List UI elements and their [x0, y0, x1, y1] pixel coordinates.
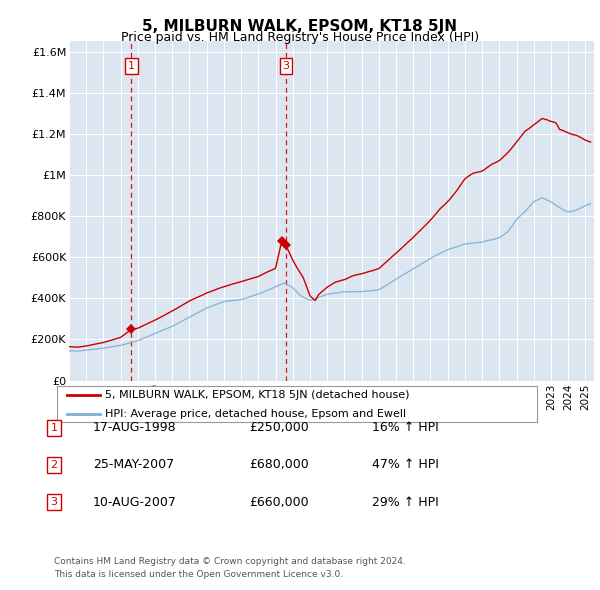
Text: Contains HM Land Registry data © Crown copyright and database right 2024.: Contains HM Land Registry data © Crown c…: [54, 558, 406, 566]
Text: 29% ↑ HPI: 29% ↑ HPI: [372, 496, 439, 509]
Text: 3: 3: [283, 61, 290, 71]
Text: 1: 1: [128, 61, 135, 71]
Text: Price paid vs. HM Land Registry's House Price Index (HPI): Price paid vs. HM Land Registry's House …: [121, 31, 479, 44]
Text: 5, MILBURN WALK, EPSOM, KT18 5JN (detached house): 5, MILBURN WALK, EPSOM, KT18 5JN (detach…: [105, 391, 409, 400]
Text: 25-MAY-2007: 25-MAY-2007: [93, 458, 174, 471]
Text: 17-AUG-1998: 17-AUG-1998: [93, 421, 176, 434]
Text: £250,000: £250,000: [249, 421, 309, 434]
Text: This data is licensed under the Open Government Licence v3.0.: This data is licensed under the Open Gov…: [54, 571, 343, 579]
Text: 16% ↑ HPI: 16% ↑ HPI: [372, 421, 439, 434]
Text: 5, MILBURN WALK, EPSOM, KT18 5JN: 5, MILBURN WALK, EPSOM, KT18 5JN: [143, 19, 458, 34]
Text: £660,000: £660,000: [249, 496, 308, 509]
Text: 1: 1: [50, 423, 58, 432]
Text: £680,000: £680,000: [249, 458, 309, 471]
Text: 47% ↑ HPI: 47% ↑ HPI: [372, 458, 439, 471]
Text: 2: 2: [50, 460, 58, 470]
Text: 3: 3: [50, 497, 58, 507]
Text: 10-AUG-2007: 10-AUG-2007: [93, 496, 177, 509]
Text: HPI: Average price, detached house, Epsom and Ewell: HPI: Average price, detached house, Epso…: [105, 409, 406, 419]
